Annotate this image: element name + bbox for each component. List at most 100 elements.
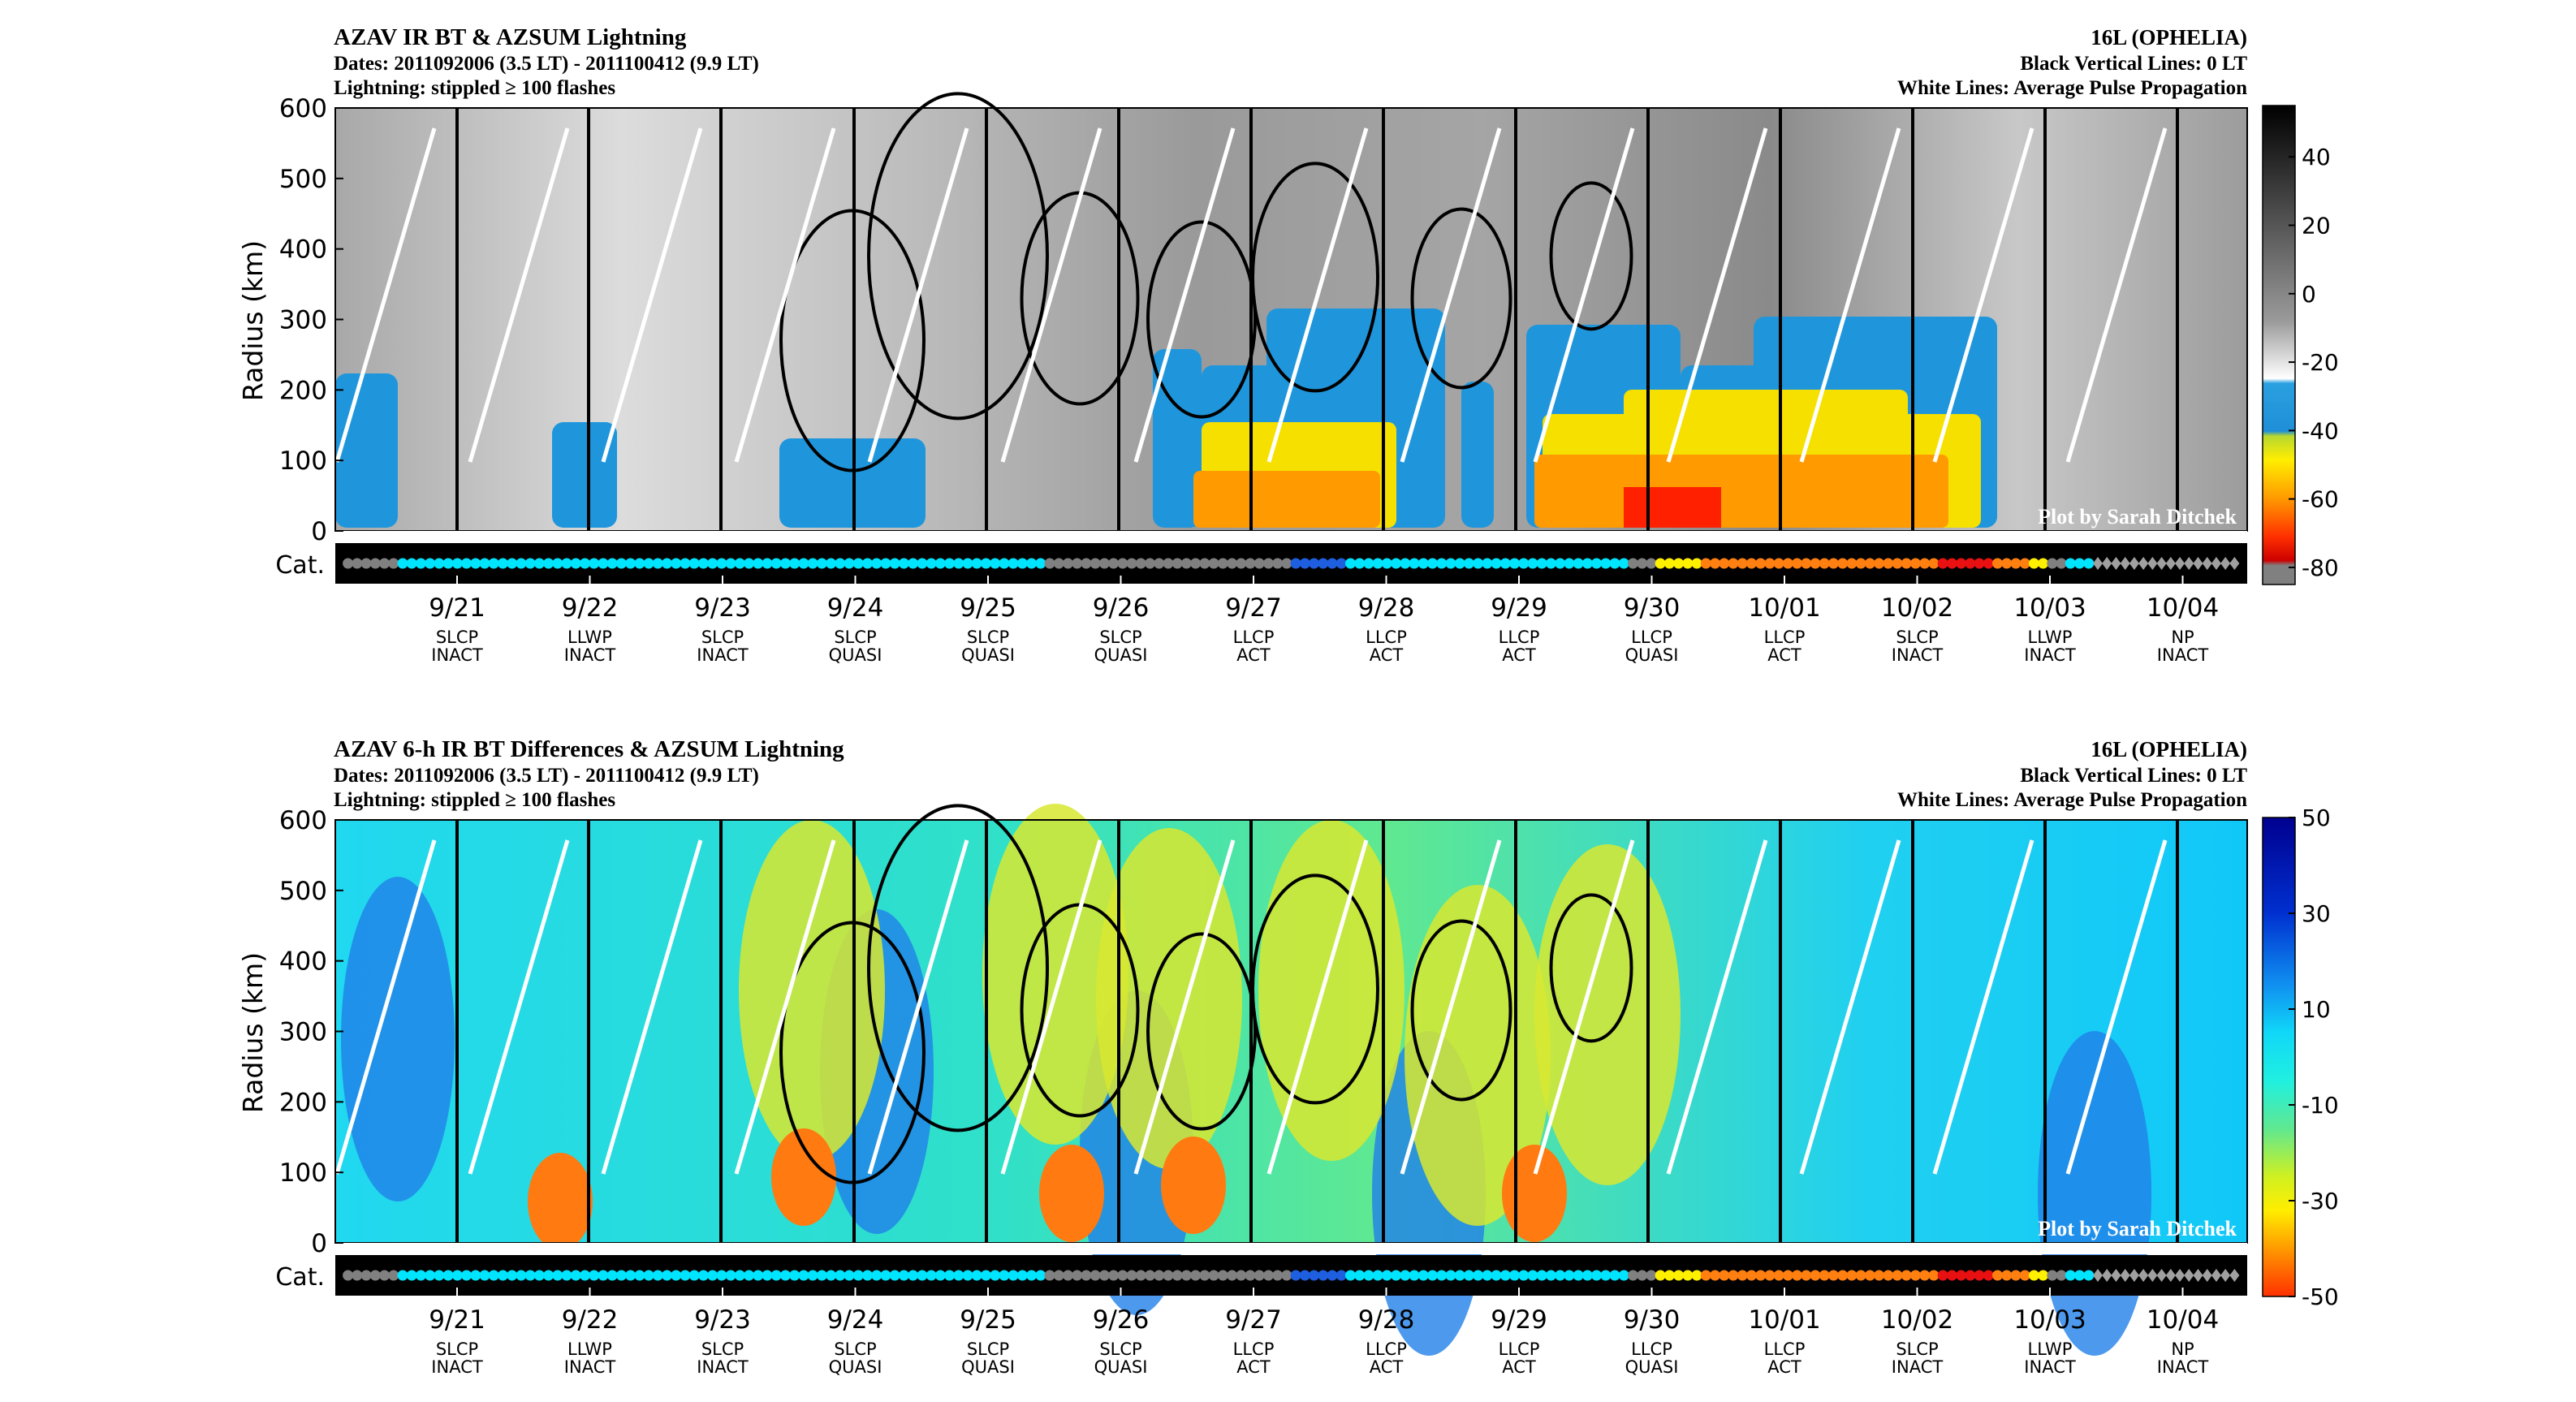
state-label: QUASI	[1625, 645, 1679, 665]
category-marker	[1909, 558, 1921, 569]
category-marker	[990, 558, 1001, 569]
category-marker	[1591, 1270, 1603, 1281]
category-marker	[1272, 558, 1284, 569]
category-marker	[543, 558, 554, 569]
state-label: INACT	[2024, 645, 2076, 665]
category-marker	[524, 1270, 536, 1281]
category-marker	[1081, 1270, 1092, 1281]
panel1-black-lines-note: Black Vertical Lines: 0 LT	[2020, 53, 2247, 75]
category-marker	[2211, 557, 2221, 570]
y-tick-label: 600	[279, 806, 327, 835]
category-marker	[1827, 1270, 1839, 1281]
category-marker	[1171, 558, 1183, 569]
date-tick-label: 9/29	[1491, 1305, 1547, 1335]
category-marker	[688, 558, 700, 569]
panel2-watermark: Plot by Sarah Ditchek	[2038, 1217, 2237, 1240]
category-marker	[1245, 1270, 1256, 1281]
category-marker	[1637, 558, 1648, 569]
stage-label: LLCP	[1631, 1339, 1672, 1359]
warming-region	[341, 877, 455, 1201]
category-marker	[1072, 558, 1083, 569]
panel1-pulse-lines	[334, 127, 2168, 463]
panel1-gap	[335, 531, 2247, 542]
colorbar-tick-label: -40	[2302, 417, 2339, 444]
category-marker	[953, 1270, 964, 1281]
pulse-line	[1666, 839, 1768, 1175]
category-marker	[1946, 1270, 1957, 1281]
panel1-dates: Dates: 2011092006 (3.5 LT) - 2011100412 …	[334, 53, 759, 75]
category-marker	[634, 558, 645, 569]
category-marker	[1335, 558, 1347, 569]
category-marker	[880, 558, 891, 569]
category-marker	[1445, 1270, 1456, 1281]
category-marker	[533, 1270, 545, 1281]
category-marker	[1491, 1270, 1502, 1281]
category-marker	[1482, 558, 1493, 569]
pulse-line	[601, 127, 703, 463]
category-marker	[1171, 1270, 1183, 1281]
state-label: INACT	[2024, 1357, 2076, 1377]
category-marker	[852, 558, 864, 569]
category-marker	[1555, 558, 1566, 569]
category-marker	[589, 558, 600, 569]
category-marker	[2202, 557, 2212, 570]
category-marker	[880, 1270, 891, 1281]
category-marker	[1208, 1270, 1219, 1281]
date-tick-label: 9/26	[1093, 593, 1150, 623]
category-marker	[1272, 1270, 1284, 1281]
category-marker	[615, 558, 627, 569]
date-tick-label: 9/30	[1624, 593, 1681, 623]
category-marker	[1180, 1270, 1192, 1281]
category-marker	[1801, 1270, 1812, 1281]
category-marker	[561, 558, 572, 569]
category-marker	[1892, 558, 1903, 569]
category-marker	[898, 1270, 909, 1281]
stage-label: SLCP	[1099, 628, 1141, 647]
panel2-cat-label: Cat.	[275, 1263, 325, 1292]
category-marker	[1163, 558, 1174, 569]
category-marker	[1381, 558, 1392, 569]
category-marker	[1646, 558, 1657, 569]
category-marker	[1427, 1270, 1439, 1281]
pulse-line	[468, 127, 570, 463]
coldest-region	[1193, 471, 1380, 528]
extreme-cold-region	[1624, 487, 1721, 528]
category-marker	[1618, 1270, 1629, 1281]
category-marker	[1081, 558, 1092, 569]
category-marker	[1053, 558, 1064, 569]
category-marker	[1518, 1270, 1530, 1281]
category-marker	[999, 558, 1010, 569]
category-marker	[871, 558, 882, 569]
category-marker	[753, 558, 764, 569]
category-marker	[1737, 558, 1748, 569]
category-marker	[652, 558, 663, 569]
category-marker	[688, 1270, 700, 1281]
category-marker	[1764, 1270, 1776, 1281]
category-marker	[579, 558, 590, 569]
pulse-line	[1000, 839, 1102, 1175]
panel2-colorbar-ticks: 50 30 10 -10 -30 -50	[2289, 805, 2339, 1310]
category-marker	[1227, 1270, 1238, 1281]
category-marker	[451, 558, 463, 569]
stage-label: LLCP	[1233, 1339, 1275, 1359]
state-label: INACT	[2157, 1357, 2209, 1377]
category-marker	[1564, 558, 1575, 569]
pulse-line	[2065, 127, 2168, 463]
strong-cooling-region	[528, 1153, 593, 1250]
category-marker	[1108, 558, 1120, 569]
date-tick-label: 10/04	[2147, 1305, 2219, 1335]
category-marker	[1327, 558, 1338, 569]
category-marker	[1227, 558, 1238, 569]
category-marker	[1983, 558, 1994, 569]
category-marker	[1454, 1270, 1465, 1281]
lightning-contour	[1146, 220, 1257, 419]
state-label: INACT	[1892, 1357, 1944, 1377]
panel2-lightning-note: Lightning: stippled ≥ 100 flashes	[334, 789, 615, 811]
stage-label: SLCP	[1896, 628, 1938, 647]
panel1-watermark: Plot by Sarah Ditchek	[2038, 505, 2237, 528]
date-tick-label: 9/27	[1225, 593, 1282, 623]
category-marker	[1354, 1270, 1366, 1281]
category-marker	[2074, 558, 2086, 569]
category-marker	[852, 1270, 864, 1281]
pulse-line	[734, 839, 836, 1175]
